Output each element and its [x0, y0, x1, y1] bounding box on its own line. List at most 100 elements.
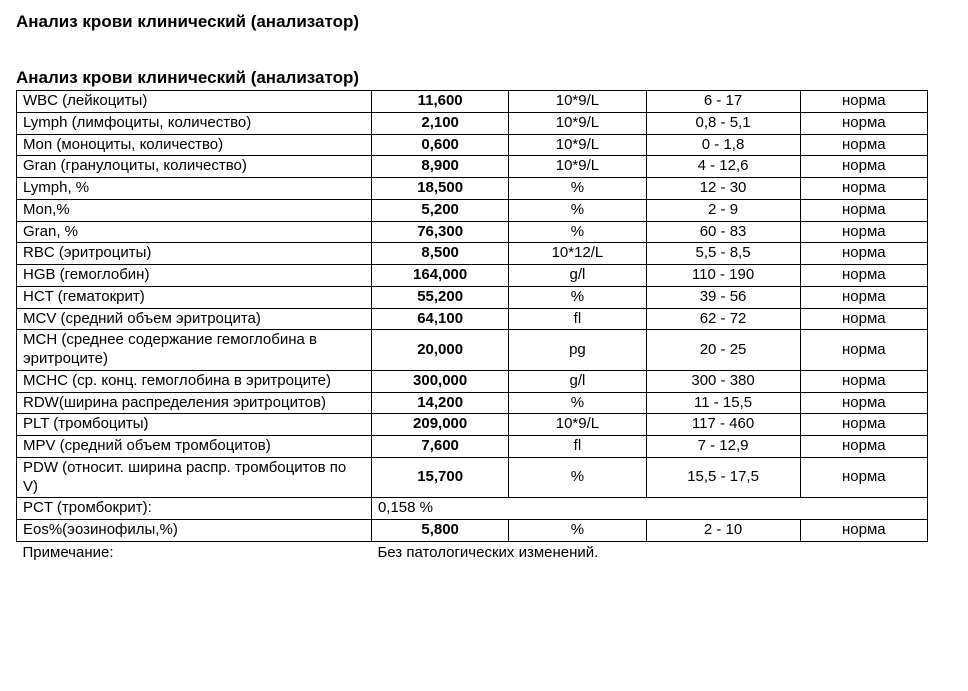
unit-cell: %: [509, 199, 646, 221]
range-cell: 11 - 15,5: [646, 392, 800, 414]
table-row: HCT (гематокрит)55,200%39 - 56норма: [17, 286, 928, 308]
table-row: Lymph (лимфоциты, количество)2,10010*9/L…: [17, 112, 928, 134]
status-cell: норма: [800, 370, 927, 392]
range-cell: 12 - 30: [646, 178, 800, 200]
param-cell: Gran (гранулоциты, количество): [17, 156, 372, 178]
table-row: Gran (гранулоциты, количество)8,90010*9/…: [17, 156, 928, 178]
table-row: MCH (среднее содержание гемоглобина в эр…: [17, 330, 928, 371]
table-row: Lymph, %18,500%12 - 30норма: [17, 178, 928, 200]
status-cell: норма: [800, 392, 927, 414]
table-row: WBC (лейкоциты)11,60010*9/L6 - 17норма: [17, 91, 928, 113]
unit-cell: fl: [509, 436, 646, 458]
unit-cell: pg: [509, 330, 646, 371]
status-cell: норма: [800, 286, 927, 308]
param-cell: HCT (гематокрит): [17, 286, 372, 308]
unit-cell: 10*9/L: [509, 134, 646, 156]
unit-cell: %: [509, 286, 646, 308]
unit-cell: %: [509, 221, 646, 243]
value-cell: 11,600: [371, 91, 508, 113]
unit-cell: g/l: [509, 265, 646, 287]
status-cell: норма: [800, 221, 927, 243]
range-cell: 39 - 56: [646, 286, 800, 308]
status-cell: норма: [800, 520, 927, 542]
unit-cell: %: [509, 178, 646, 200]
status-cell: норма: [800, 243, 927, 265]
pct-row: PCT (тромбокрит):0,158 %: [17, 498, 928, 520]
table-row: MPV (средний объем тромбоцитов)7,600fl7 …: [17, 436, 928, 458]
range-cell: 4 - 12,6: [646, 156, 800, 178]
param-cell: RBC (эритроциты): [17, 243, 372, 265]
param-cell: Mon (моноциты, количество): [17, 134, 372, 156]
range-cell: 110 - 190: [646, 265, 800, 287]
param-cell: Mon,%: [17, 199, 372, 221]
table-title: Анализ крови клинический (анализатор): [16, 68, 952, 88]
value-cell: 15,700: [371, 457, 508, 498]
pct-value-cell: 0,158 %: [371, 498, 927, 520]
param-cell: HGB (гемоглобин): [17, 265, 372, 287]
value-cell: 300,000: [371, 370, 508, 392]
note-row: Примечание:Без патологических изменений.: [17, 541, 928, 563]
value-cell: 8,900: [371, 156, 508, 178]
value-cell: 14,200: [371, 392, 508, 414]
blood-test-table: WBC (лейкоциты)11,60010*9/L6 - 17нормаLy…: [16, 90, 928, 564]
param-cell: PDW (относит. ширина распр. тромбоцитов …: [17, 457, 372, 498]
range-cell: 62 - 72: [646, 308, 800, 330]
status-cell: норма: [800, 436, 927, 458]
range-cell: 6 - 17: [646, 91, 800, 113]
status-cell: норма: [800, 91, 927, 113]
range-cell: 0,8 - 5,1: [646, 112, 800, 134]
table-row: PDW (относит. ширина распр. тромбоцитов …: [17, 457, 928, 498]
param-cell: PCT (тромбокрит):: [17, 498, 372, 520]
param-cell: MPV (средний объем тромбоцитов): [17, 436, 372, 458]
status-cell: норма: [800, 112, 927, 134]
value-cell: 76,300: [371, 221, 508, 243]
table-row: RBC (эритроциты)8,50010*12/L5,5 - 8,5нор…: [17, 243, 928, 265]
value-cell: 7,600: [371, 436, 508, 458]
param-cell: Lymph, %: [17, 178, 372, 200]
range-cell: 5,5 - 8,5: [646, 243, 800, 265]
value-cell: 18,500: [371, 178, 508, 200]
range-cell: 2 - 10: [646, 520, 800, 542]
status-cell: норма: [800, 265, 927, 287]
table-row: PLT (тромбоциты)209,00010*9/L117 - 460но…: [17, 414, 928, 436]
value-cell: 2,100: [371, 112, 508, 134]
value-cell: 55,200: [371, 286, 508, 308]
value-cell: 8,500: [371, 243, 508, 265]
status-cell: норма: [800, 156, 927, 178]
param-cell: Eos%(эозинофилы,%): [17, 520, 372, 542]
value-cell: 209,000: [371, 414, 508, 436]
note-label: Примечание:: [17, 541, 372, 563]
table-row: HGB (гемоглобин)164,000g/l110 - 190норма: [17, 265, 928, 287]
param-cell: MCHC (ср. конц. гемоглобина в эритроците…: [17, 370, 372, 392]
unit-cell: 10*9/L: [509, 91, 646, 113]
range-cell: 7 - 12,9: [646, 436, 800, 458]
value-cell: 64,100: [371, 308, 508, 330]
table-row: Mon,%5,200%2 - 9норма: [17, 199, 928, 221]
status-cell: норма: [800, 178, 927, 200]
status-cell: норма: [800, 414, 927, 436]
status-cell: норма: [800, 457, 927, 498]
table-row: Gran, %76,300%60 - 83норма: [17, 221, 928, 243]
table-row: MCV (средний объем эритроцита)64,100fl62…: [17, 308, 928, 330]
param-cell: MCH (среднее содержание гемоглобина в эр…: [17, 330, 372, 371]
range-cell: 15,5 - 17,5: [646, 457, 800, 498]
note-text: Без патологических изменений.: [371, 541, 927, 563]
unit-cell: fl: [509, 308, 646, 330]
value-cell: 20,000: [371, 330, 508, 371]
value-cell: 5,800: [371, 520, 508, 542]
table-row: MCHC (ср. конц. гемоглобина в эритроците…: [17, 370, 928, 392]
unit-cell: 10*9/L: [509, 112, 646, 134]
param-cell: PLT (тромбоциты): [17, 414, 372, 436]
param-cell: RDW(ширина распределения эритроцитов): [17, 392, 372, 414]
unit-cell: 10*12/L: [509, 243, 646, 265]
range-cell: 20 - 25: [646, 330, 800, 371]
status-cell: норма: [800, 199, 927, 221]
table-row: Eos%(эозинофилы,%)5,800%2 - 10норма: [17, 520, 928, 542]
unit-cell: 10*9/L: [509, 414, 646, 436]
status-cell: норма: [800, 308, 927, 330]
unit-cell: 10*9/L: [509, 156, 646, 178]
unit-cell: %: [509, 457, 646, 498]
value-cell: 0,600: [371, 134, 508, 156]
range-cell: 117 - 460: [646, 414, 800, 436]
page-title: Анализ крови клинический (анализатор): [16, 12, 952, 32]
